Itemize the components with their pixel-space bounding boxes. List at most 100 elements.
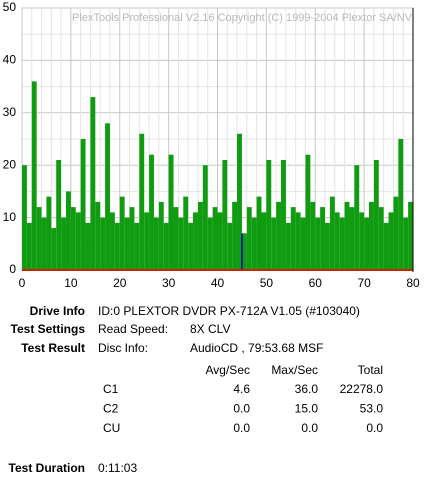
key: Read Speed: — [98, 322, 168, 336]
x-tick-label: 50 — [260, 276, 274, 290]
bar — [124, 217, 130, 270]
bar — [168, 154, 174, 270]
bar — [383, 222, 389, 270]
bar — [163, 222, 169, 270]
bar — [65, 191, 71, 270]
watermark: PlexTools Professional V2.16 Copyright (… — [72, 12, 413, 24]
bar — [119, 196, 125, 270]
bar — [75, 212, 81, 270]
x-tick-label: 0 — [19, 276, 26, 290]
bar — [266, 159, 272, 270]
bar — [188, 222, 194, 270]
cell: 0.0 — [366, 421, 383, 435]
bar — [359, 212, 365, 270]
bar — [95, 201, 101, 270]
bar — [105, 123, 110, 270]
bar — [22, 165, 27, 270]
y-tick-label: 40 — [3, 53, 17, 67]
bar — [408, 201, 413, 270]
cell: 4.6 — [233, 382, 250, 396]
bar — [378, 207, 384, 270]
column-header: Total — [358, 363, 383, 377]
bar — [261, 212, 267, 270]
cell: 0.0 — [233, 421, 250, 435]
cell: 22278.0 — [340, 382, 384, 396]
x-tick-label: 20 — [113, 276, 127, 290]
x-tick-label: 40 — [211, 276, 225, 290]
bar — [388, 212, 394, 270]
bar — [26, 222, 32, 270]
value: 8X CLV — [190, 322, 230, 336]
bar — [56, 159, 62, 270]
bar — [344, 201, 350, 270]
bar — [139, 133, 145, 270]
bar — [354, 165, 360, 270]
bar — [364, 217, 370, 270]
x-tick-label: 70 — [357, 276, 371, 290]
value: 0:11:03 — [98, 461, 137, 475]
bar — [241, 233, 247, 270]
row-label: CU — [103, 421, 120, 435]
label: Test Result — [21, 341, 85, 355]
bar — [80, 139, 86, 270]
bar — [134, 222, 140, 270]
bar — [197, 201, 203, 270]
bar — [129, 207, 135, 270]
label: Test Duration — [9, 461, 85, 475]
cell: 15.0 — [295, 402, 319, 416]
bar — [251, 217, 257, 270]
bar — [144, 212, 150, 270]
y-tick-label: 10 — [3, 210, 17, 224]
bar — [173, 207, 179, 270]
y-tick-label: 30 — [3, 105, 17, 119]
label: Drive Info — [30, 304, 85, 318]
bar — [300, 217, 306, 270]
bar — [295, 212, 301, 270]
key: Disc Info: — [98, 341, 148, 355]
bar — [305, 154, 311, 270]
bar — [114, 222, 120, 270]
bar — [153, 217, 159, 270]
column-header: Avg/Sec — [206, 363, 250, 377]
x-tick-label: 30 — [162, 276, 176, 290]
y-tick-label: 0 — [9, 262, 16, 276]
bar — [109, 212, 115, 270]
bar — [310, 201, 316, 270]
bar — [290, 207, 296, 270]
bar — [31, 81, 37, 270]
bar — [217, 212, 223, 270]
bar — [285, 222, 291, 270]
bar — [36, 207, 42, 270]
bar — [398, 139, 404, 270]
bar — [325, 222, 330, 270]
bar — [237, 133, 242, 270]
cell: 0.0 — [233, 402, 250, 416]
bar — [256, 196, 262, 270]
bar — [207, 217, 213, 270]
cell: 53.0 — [360, 402, 384, 416]
bar — [373, 159, 379, 270]
x-tick-label: 10 — [64, 276, 78, 290]
y-tick-label: 20 — [3, 157, 17, 171]
bar — [158, 201, 164, 270]
bar — [271, 217, 277, 270]
bar — [227, 222, 233, 270]
bar — [183, 196, 189, 270]
bar — [329, 196, 335, 270]
bar — [41, 217, 47, 270]
cell: 36.0 — [295, 382, 319, 396]
bar — [149, 154, 154, 270]
bar — [403, 217, 409, 270]
y-tick-label: 50 — [3, 0, 17, 14]
bar — [232, 201, 238, 270]
bar — [315, 217, 321, 270]
bar — [202, 165, 208, 270]
bar — [212, 207, 218, 270]
bar — [85, 222, 91, 270]
bar — [276, 201, 282, 270]
bar — [100, 217, 106, 270]
bar — [334, 212, 340, 270]
value: AudioCD , 79:53.68 MSF — [190, 341, 323, 355]
bar — [193, 212, 198, 270]
